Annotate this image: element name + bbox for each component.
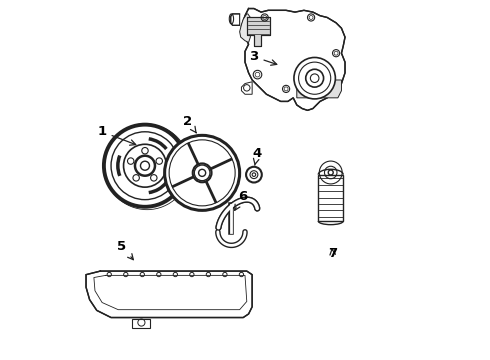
Circle shape (104, 125, 186, 207)
Circle shape (294, 58, 335, 99)
Circle shape (246, 167, 262, 183)
Bar (318, 175, 343, 221)
Circle shape (165, 135, 240, 210)
Polygon shape (231, 14, 240, 25)
Polygon shape (240, 14, 251, 42)
Polygon shape (86, 271, 252, 318)
Text: 5: 5 (117, 240, 133, 260)
Text: 1: 1 (98, 125, 136, 145)
Polygon shape (242, 82, 252, 94)
Text: 3: 3 (249, 50, 277, 65)
Text: 6: 6 (235, 190, 248, 210)
Text: 2: 2 (183, 114, 196, 133)
Bar (132, 319, 150, 328)
Polygon shape (297, 80, 342, 98)
Text: 7: 7 (328, 247, 337, 260)
Text: 4: 4 (253, 147, 262, 165)
Polygon shape (247, 18, 270, 46)
Polygon shape (242, 9, 345, 111)
